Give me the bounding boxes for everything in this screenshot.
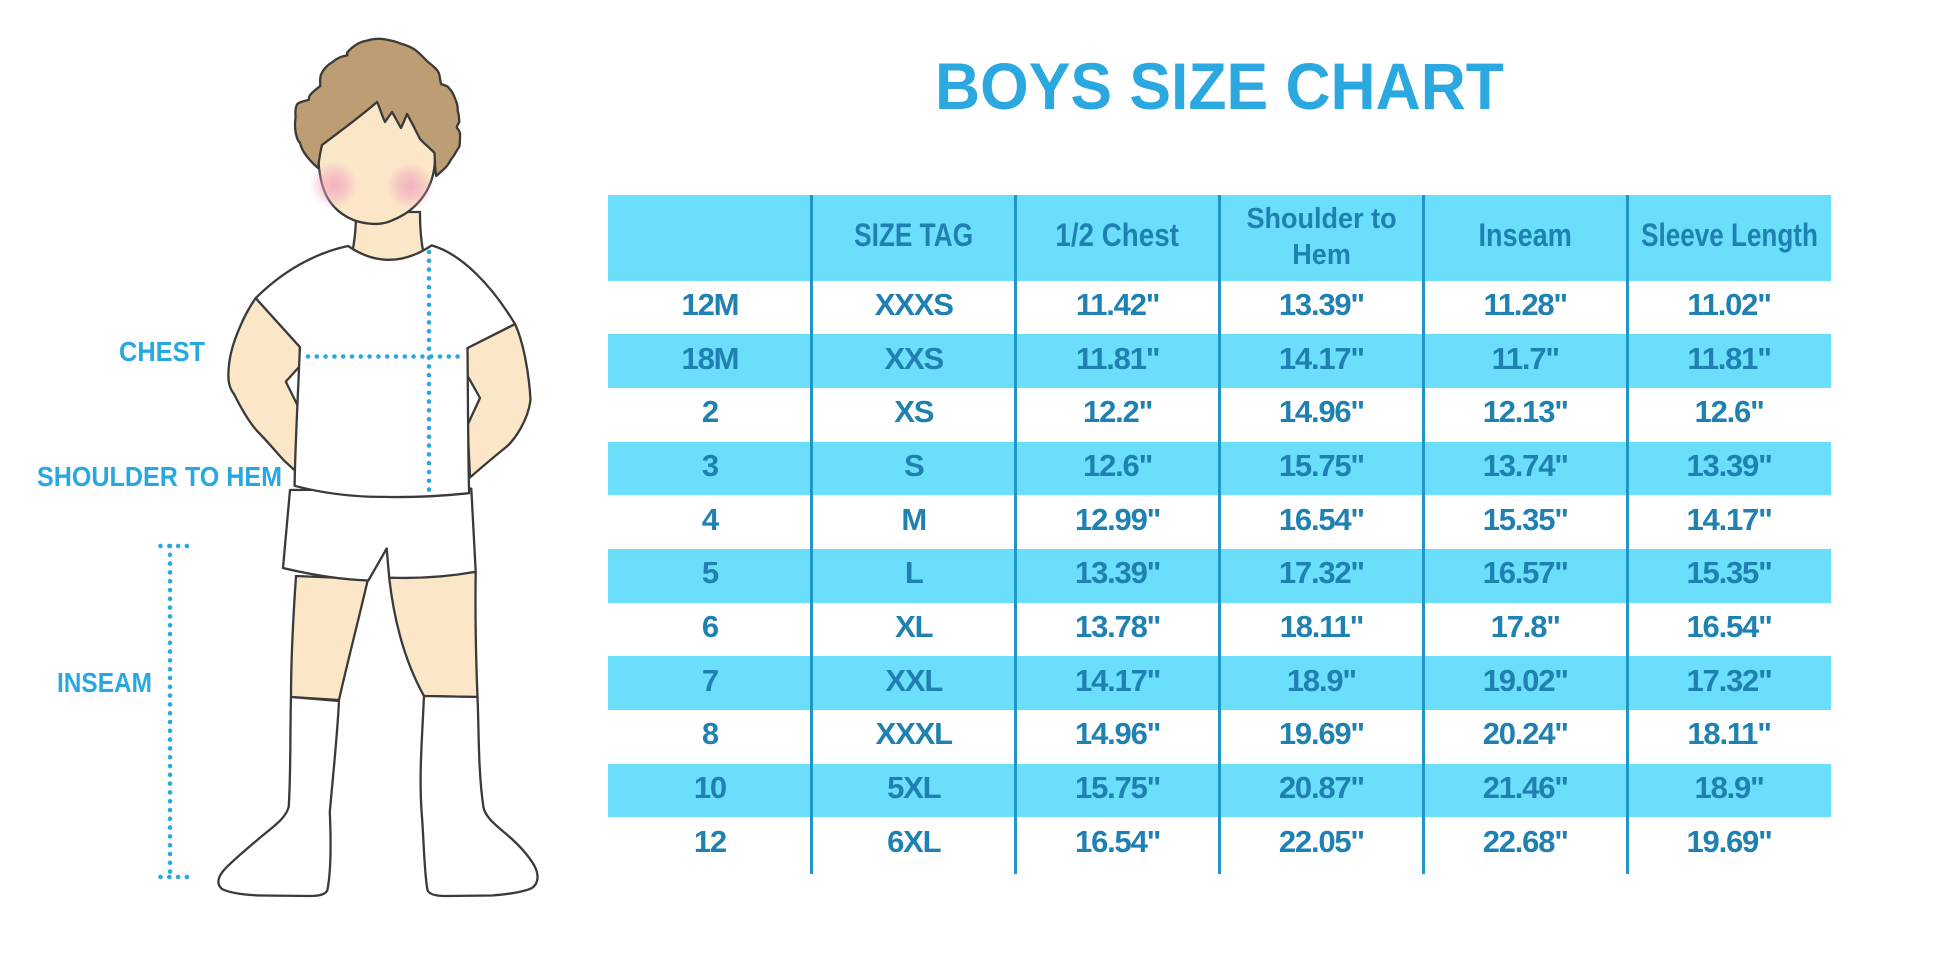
svg-text:INSEAM: INSEAM: [57, 667, 152, 698]
svg-text:CHEST: CHEST: [119, 336, 205, 367]
svg-text:SHOULDER TO HEM: SHOULDER TO HEM: [37, 461, 282, 492]
